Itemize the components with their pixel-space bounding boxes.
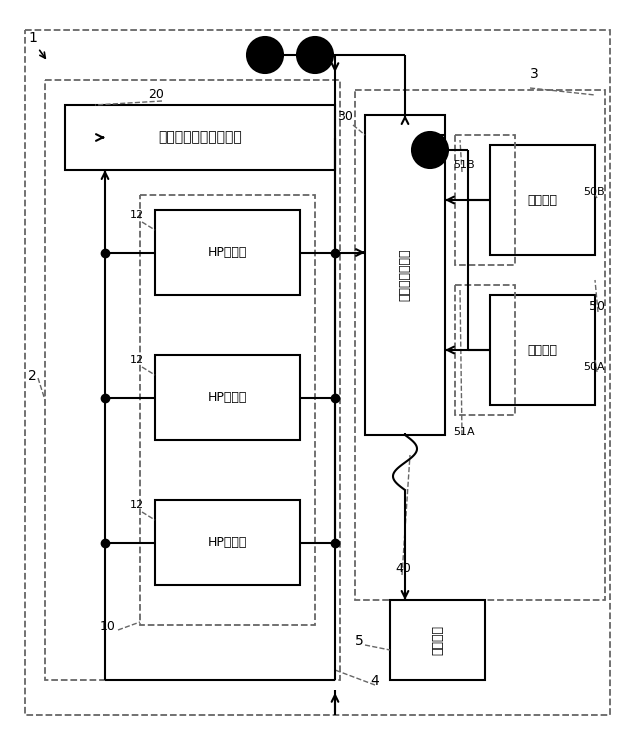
Text: 給湯負荷: 給湯負荷	[431, 625, 444, 655]
Bar	[490, 295, 595, 405]
Text: HP給湯機: HP給湯機	[208, 536, 247, 549]
Bar	[155, 210, 300, 295]
Text: ボイラー: ボイラー	[527, 343, 557, 356]
Bar	[65, 105, 335, 170]
Text: １次監視コントロール: １次監視コントロール	[158, 131, 242, 145]
Text: 40: 40	[395, 562, 411, 575]
Text: ボイラー: ボイラー	[527, 193, 557, 207]
Bar	[455, 285, 515, 415]
Bar	[355, 90, 605, 600]
Circle shape	[247, 37, 283, 73]
Text: 12: 12	[130, 500, 144, 510]
Text: P: P	[261, 50, 269, 60]
Bar	[155, 500, 300, 585]
Bar	[140, 195, 315, 625]
Bar	[45, 80, 340, 680]
Circle shape	[412, 132, 448, 168]
Text: 51B: 51B	[453, 160, 475, 170]
Text: 50: 50	[589, 300, 605, 313]
Text: 12: 12	[130, 355, 144, 365]
Bar	[455, 135, 515, 265]
Text: 2: 2	[28, 369, 36, 383]
Bar	[390, 600, 485, 680]
Text: HP給湯機: HP給湯機	[208, 246, 247, 259]
Text: 50A: 50A	[584, 362, 605, 372]
Text: 1: 1	[28, 31, 37, 45]
Text: HP給湯機: HP給湯機	[208, 391, 247, 404]
Text: 3: 3	[530, 67, 539, 81]
Bar	[155, 355, 300, 440]
Text: 5: 5	[355, 634, 364, 648]
Text: 51A: 51A	[453, 427, 475, 437]
Text: 4: 4	[370, 674, 379, 688]
Circle shape	[297, 37, 333, 73]
Text: P: P	[426, 145, 434, 155]
Bar	[365, 115, 445, 435]
Text: 二次貯湯タンク: 二次貯湯タンク	[399, 249, 412, 301]
Text: >: >	[310, 50, 319, 60]
Text: 10: 10	[100, 620, 116, 633]
Text: 20: 20	[148, 88, 164, 101]
Bar	[490, 145, 595, 255]
Text: 50B: 50B	[584, 187, 605, 197]
Text: 30: 30	[337, 110, 353, 123]
Text: 12: 12	[130, 210, 144, 220]
